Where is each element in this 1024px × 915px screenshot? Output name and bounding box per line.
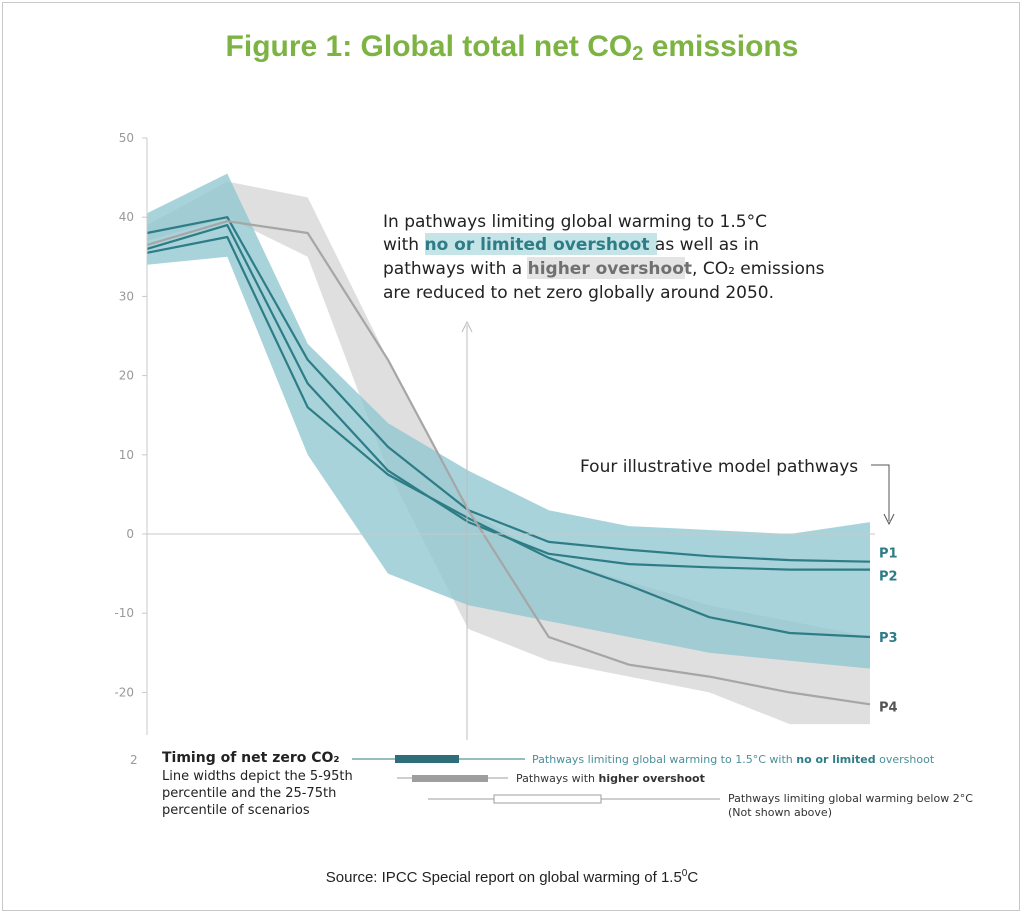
timing-axis-stub: 2 bbox=[130, 753, 138, 767]
series-line-p1 bbox=[146, 216, 871, 563]
timing-row1-label: Pathways limiting global warming to 1.5°… bbox=[532, 753, 935, 766]
pathways-arrow bbox=[871, 464, 895, 526]
annotation-line-3: pathways with a higher overshoot, CO₂ em… bbox=[383, 259, 825, 279]
y-tick-label: -10 bbox=[114, 606, 134, 620]
band-teal bbox=[147, 173, 870, 669]
pathways-label: Four illustrative model pathways bbox=[580, 457, 858, 477]
y-tick-label: 20 bbox=[119, 369, 134, 383]
timing-section: 2 Timing of net zero CO₂ Line widths dep… bbox=[130, 750, 973, 819]
annotation-line-2: with no or limited overshoot as well as … bbox=[383, 235, 759, 255]
timing-row2-box bbox=[412, 775, 488, 782]
y-axis: 50 40 30 20 10 0 -10 -20 bbox=[114, 131, 875, 735]
highlight-no-overshoot bbox=[425, 233, 657, 255]
timing-heading: Timing of net zero CO₂ bbox=[162, 750, 340, 766]
y-tick-label: -20 bbox=[114, 685, 134, 699]
timing-desc-2: percentile and the 25-75th bbox=[162, 786, 336, 801]
series-label-p4: P4 bbox=[879, 700, 898, 715]
pathway-lines bbox=[146, 216, 871, 706]
y-tick-label: 40 bbox=[119, 210, 134, 224]
series-label-p1: P1 bbox=[879, 547, 898, 562]
timing-row3-label: Pathways limiting global warming below 2… bbox=[728, 792, 973, 805]
timing-row1-box bbox=[395, 755, 459, 763]
timing-row2-label: Pathways with higher overshoot bbox=[516, 772, 705, 785]
highlight-higher-overshoot bbox=[527, 257, 685, 279]
annotation-arrow-head bbox=[461, 320, 473, 333]
series-labels: P1 P2 P3 P4 bbox=[879, 547, 898, 716]
y-tick-label: 0 bbox=[126, 527, 134, 541]
annotation-line-4: are reduced to net zero globally around … bbox=[383, 283, 774, 303]
main-annotation: In pathways limiting global warming to 1… bbox=[383, 212, 825, 303]
series-label-p3: P3 bbox=[879, 631, 898, 646]
series-line-p3 bbox=[146, 235, 871, 639]
timing-desc-3: percentile of scenarios bbox=[162, 803, 310, 818]
annotation-line-1: In pathways limiting global warming to 1… bbox=[383, 212, 767, 232]
timing-row3-box bbox=[493, 794, 602, 804]
series-line-p4 bbox=[146, 220, 871, 706]
band-gray bbox=[147, 181, 870, 725]
figure-title: Figure 1: Global total net CO2 emissions bbox=[225, 30, 799, 65]
timing-row3-note: (Not shown above) bbox=[728, 806, 832, 819]
y-tick-label: 10 bbox=[119, 448, 134, 462]
series-label-p2: P2 bbox=[879, 570, 898, 585]
y-tick-label: 30 bbox=[119, 289, 134, 303]
timing-desc-1: Line widths depict the 5-95th bbox=[162, 769, 353, 784]
range-bands bbox=[147, 173, 870, 725]
source-caption: Source: IPCC Special report on global wa… bbox=[325, 868, 699, 886]
y-tick-label: 50 bbox=[119, 131, 134, 145]
